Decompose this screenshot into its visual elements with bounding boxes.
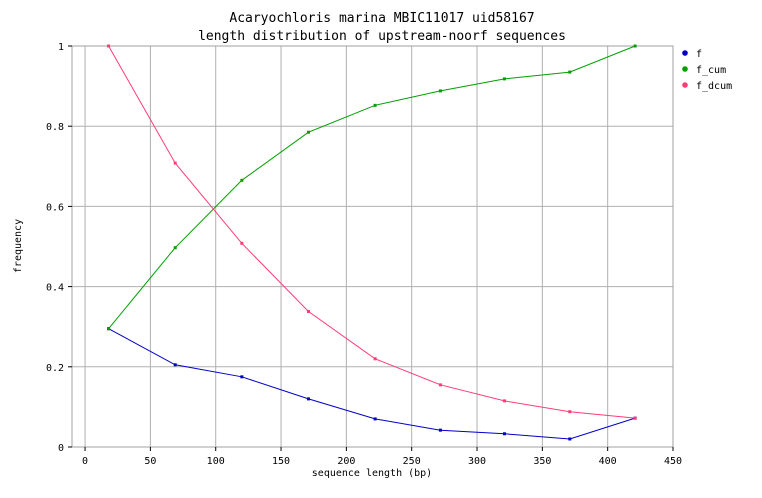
legend-label-f: f: [696, 49, 702, 60]
data-point-f_cum: [306, 130, 310, 134]
x-tick-label: 400: [599, 456, 617, 467]
y-tick-label: 0.4: [46, 283, 64, 294]
x-tick-label: 250: [403, 456, 421, 467]
data-point-f_dcum: [568, 410, 572, 414]
chart-subtitle: length distribution of upstream-noorf se…: [198, 29, 566, 44]
series-line-f: [108, 328, 636, 440]
data-point-f: [502, 432, 506, 436]
x-tick-label: 100: [207, 456, 225, 467]
x-tick-label: 350: [533, 456, 551, 467]
data-point-f: [373, 417, 377, 421]
y-tick-label: 0: [58, 443, 64, 454]
data-point-f_dcum: [107, 44, 111, 48]
y-axis-label: frequency: [13, 219, 24, 273]
data-point-f: [173, 363, 177, 367]
data-point-f_cum: [438, 89, 442, 93]
series-layer: [107, 44, 637, 441]
data-point-f_dcum: [373, 357, 377, 361]
data-point-f_cum: [502, 77, 506, 81]
x-tick-label: 300: [468, 456, 486, 467]
data-point-f: [306, 397, 310, 401]
y-tick-label: 0.8: [46, 122, 64, 133]
y-tick-label: 1: [58, 42, 64, 53]
data-point-f_cum: [173, 246, 177, 250]
data-point-f_dcum: [502, 399, 506, 403]
x-tick-label: 150: [272, 456, 290, 467]
legend-marker-f_cum: [682, 66, 688, 72]
data-point-f_dcum: [438, 383, 442, 387]
plot-frame: [71, 45, 674, 448]
legend: f f_cum f_dcum: [682, 49, 732, 92]
legend-label-f_dcum: f_dcum: [696, 81, 732, 92]
data-point-f_cum: [240, 178, 244, 182]
data-point-f_dcum: [306, 309, 310, 313]
legend-marker-f_dcum: [682, 82, 688, 88]
data-point-f_cum: [373, 103, 377, 107]
y-tick-label: 0.6: [46, 202, 64, 213]
data-point-f: [568, 437, 572, 441]
data-point-f: [438, 428, 442, 432]
chart-title: Acaryochloris marina MBIC11017 uid58167: [229, 11, 534, 26]
legend-marker-f: [682, 50, 688, 56]
data-point-f_cum: [107, 327, 111, 331]
x-tick-label: 50: [144, 456, 156, 467]
x-tick-label: 0: [82, 456, 88, 467]
data-point-f_cum: [568, 70, 572, 74]
tick-layer: 0 50 100 150 200 250 300 350 400 450 0 0.2 0.4 0.6 0.8…: [46, 42, 682, 467]
y-tick-label: 0.2: [46, 363, 64, 374]
legend-label-f_cum: f_cum: [696, 65, 726, 76]
data-point-f: [240, 375, 244, 379]
data-point-f_cum: [633, 44, 637, 48]
series-line-f_dcum: [108, 45, 636, 419]
data-point-f_dcum: [173, 161, 177, 165]
data-point-f_dcum: [240, 241, 244, 245]
x-axis-label: sequence length (bp): [312, 468, 432, 479]
x-tick-label: 450: [664, 456, 682, 467]
data-point-f_dcum: [633, 416, 637, 420]
grid-layer: [72, 46, 673, 447]
x-tick-label: 200: [337, 456, 355, 467]
